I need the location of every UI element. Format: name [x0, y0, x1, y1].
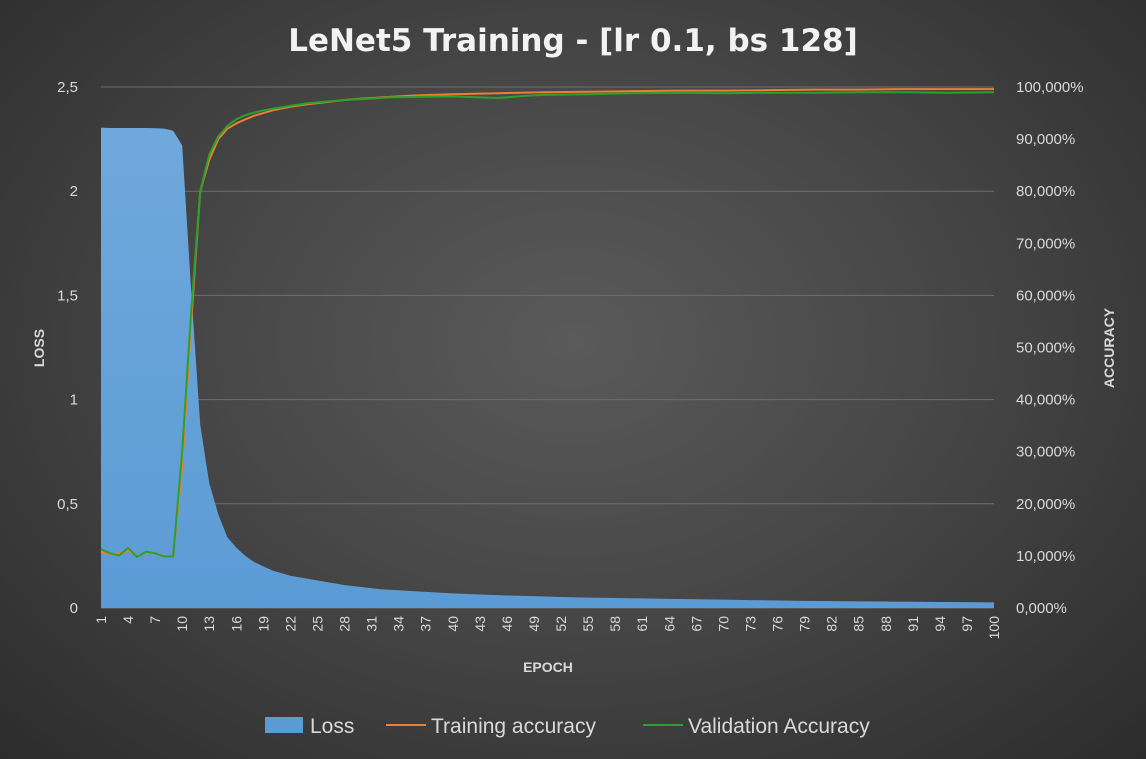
x-tick-label: 64 [661, 616, 677, 632]
x-tick-label: 55 [580, 616, 596, 632]
x-tick-label: 61 [634, 616, 650, 632]
epoch-axis-ticks: 1 4 7 10 13 16 19 22 25 28 31 34 37 40 43 46 49 52 55 58 61 6… [93, 616, 1002, 640]
y-tick-label: 0,5 [57, 496, 78, 513]
x-tick-label: 52 [553, 616, 569, 632]
x-tick-label: 82 [824, 616, 840, 632]
x-axis-title: EPOCH [523, 659, 573, 675]
chart-title: LeNet5 Training - [lr 0.1, bs 128] [288, 23, 858, 59]
x-tick-label: 28 [337, 616, 353, 632]
x-tick-label: 7 [147, 616, 163, 624]
y-tick-label: 0 [70, 600, 78, 617]
x-tick-label: 25 [309, 616, 325, 632]
x-tick-label: 76 [770, 616, 786, 632]
x-tick-label: 40 [445, 616, 461, 632]
legend: Loss Training accuracy Validation Accura… [265, 715, 870, 738]
x-tick-label: 31 [364, 616, 380, 632]
x-tick-label: 58 [607, 616, 623, 632]
x-tick-label: 79 [797, 616, 813, 632]
x-tick-label: 22 [282, 616, 298, 632]
x-tick-label: 43 [472, 616, 488, 632]
x-tick-label: 67 [688, 616, 704, 632]
y2-tick-label: 0,000% [1016, 600, 1067, 617]
y2-tick-label: 80,000% [1016, 183, 1075, 200]
x-tick-label: 91 [905, 616, 921, 632]
y2-tick-label: 30,000% [1016, 444, 1075, 461]
x-tick-label: 73 [742, 616, 758, 632]
y-tick-label: 2,5 [57, 79, 78, 96]
loss-axis-ticks: 0 0,5 1 1,5 2 2,5 [57, 79, 78, 617]
accuracy-axis-ticks: 0,000% 10,000% 20,000% 30,000% 40,000% 50,000… [1016, 79, 1084, 617]
training-accuracy-line [100, 88, 994, 558]
x-tick-label: 70 [715, 616, 731, 632]
x-tick-label: 85 [851, 616, 867, 632]
y2-tick-label: 10,000% [1016, 548, 1075, 565]
validation-accuracy-line [100, 91, 995, 558]
x-tick-label: 37 [418, 616, 434, 632]
legend-loss-label: Loss [310, 715, 354, 738]
x-tick-label: 49 [526, 616, 542, 632]
x-tick-label: 19 [255, 616, 271, 632]
y2-tick-label: 70,000% [1016, 235, 1075, 252]
x-tick-label: 46 [499, 616, 515, 632]
x-tick-label: 94 [932, 616, 948, 632]
legend-training-label: Training accuracy [431, 715, 596, 738]
legend-validation-label: Validation Accuracy [688, 715, 870, 738]
y-tick-label: 1,5 [57, 287, 78, 304]
x-tick-label: 97 [959, 616, 975, 632]
y-tick-label: 2 [70, 183, 78, 200]
y2-axis-title: ACCURACY [1101, 307, 1117, 388]
y2-tick-label: 100,000% [1016, 79, 1084, 96]
accuracy-lines-layer [100, 88, 995, 558]
x-tick-label: 13 [201, 616, 217, 632]
y2-tick-label: 90,000% [1016, 131, 1075, 148]
x-tick-label: 4 [120, 616, 136, 624]
gridlines [101, 86, 994, 609]
x-tick-label: 34 [391, 616, 407, 632]
x-tick-label: 16 [228, 616, 244, 632]
x-tick-label: 100 [986, 616, 1002, 640]
loss-area-layer [101, 127, 994, 608]
y2-tick-label: 40,000% [1016, 392, 1075, 409]
loss-area [101, 127, 994, 608]
x-tick-label: 88 [878, 616, 894, 632]
y2-tick-label: 50,000% [1016, 340, 1075, 357]
y2-tick-label: 20,000% [1016, 496, 1075, 513]
y-tick-label: 1 [70, 392, 78, 409]
legend-loss-swatch [265, 717, 303, 733]
y2-tick-label: 60,000% [1016, 287, 1075, 304]
x-tick-label: 10 [174, 616, 190, 632]
x-tick-label: 1 [93, 616, 109, 624]
y-axis-title: LOSS [31, 329, 47, 367]
